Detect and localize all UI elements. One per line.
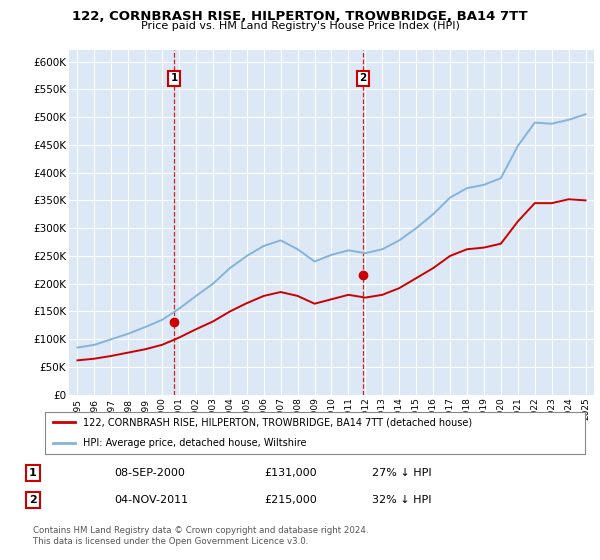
Text: 122, CORNBRASH RISE, HILPERTON, TROWBRIDGE, BA14 7TT (detached house): 122, CORNBRASH RISE, HILPERTON, TROWBRID… [83, 417, 472, 427]
Text: Price paid vs. HM Land Registry's House Price Index (HPI): Price paid vs. HM Land Registry's House … [140, 21, 460, 31]
Text: 122, CORNBRASH RISE, HILPERTON, TROWBRIDGE, BA14 7TT: 122, CORNBRASH RISE, HILPERTON, TROWBRID… [72, 10, 528, 23]
Text: Contains HM Land Registry data © Crown copyright and database right 2024.
This d: Contains HM Land Registry data © Crown c… [33, 526, 368, 545]
Text: 2: 2 [29, 495, 37, 505]
Text: 32% ↓ HPI: 32% ↓ HPI [372, 495, 431, 505]
Text: 2: 2 [359, 73, 367, 83]
Text: 27% ↓ HPI: 27% ↓ HPI [372, 468, 431, 478]
Text: £131,000: £131,000 [264, 468, 317, 478]
Text: 04-NOV-2011: 04-NOV-2011 [114, 495, 188, 505]
Text: £215,000: £215,000 [264, 495, 317, 505]
Text: 08-SEP-2000: 08-SEP-2000 [114, 468, 185, 478]
Text: 1: 1 [29, 468, 37, 478]
Text: HPI: Average price, detached house, Wiltshire: HPI: Average price, detached house, Wilt… [83, 438, 307, 448]
Text: 1: 1 [170, 73, 178, 83]
